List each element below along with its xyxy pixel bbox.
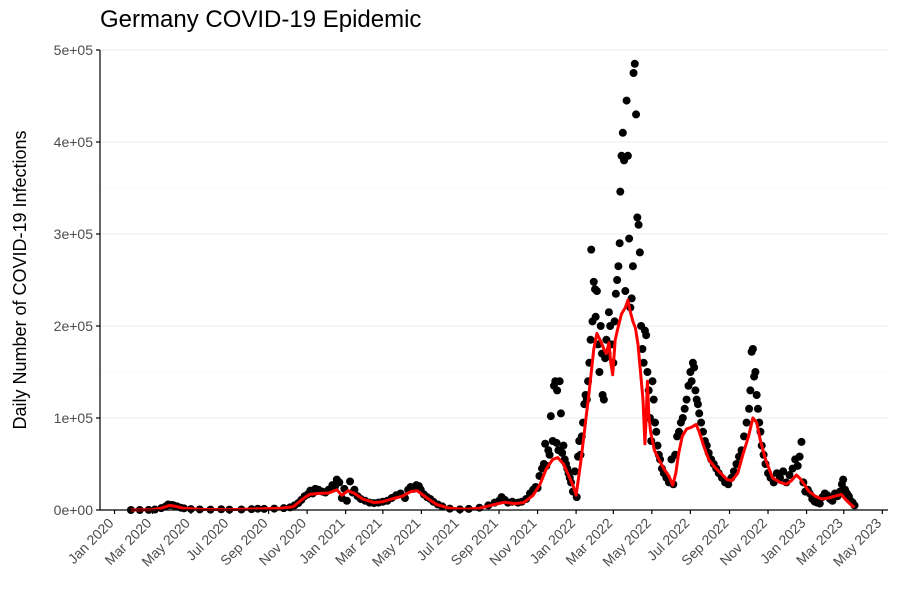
data-point	[342, 496, 351, 505]
data-point	[633, 213, 642, 222]
data-point	[570, 467, 579, 476]
data-point	[642, 331, 651, 340]
data-point	[748, 345, 757, 353]
data-point	[634, 220, 643, 229]
data-point	[604, 308, 613, 317]
data-point	[793, 461, 802, 470]
data-point	[546, 412, 555, 421]
data-point	[627, 294, 636, 303]
data-point	[746, 386, 755, 395]
data-point	[346, 477, 355, 486]
trend-line	[130, 298, 856, 512]
data-point	[596, 322, 605, 330]
data-point	[724, 480, 733, 489]
data-point	[653, 441, 662, 450]
data-point	[630, 59, 639, 68]
chart-title: Germany COVID-19 Epidemic	[100, 6, 422, 33]
data-point	[613, 276, 622, 284]
data-point	[785, 471, 794, 480]
data-point	[614, 262, 623, 271]
data-point	[587, 245, 596, 254]
data-point	[623, 151, 632, 160]
data-point	[552, 438, 561, 447]
data-point	[625, 234, 634, 243]
data-point	[678, 414, 687, 422]
line-layer	[130, 298, 856, 512]
y-tick-label: 3e+05	[54, 226, 94, 242]
data-point	[795, 452, 804, 461]
data-point	[779, 467, 788, 476]
data-point	[751, 368, 760, 376]
points-layer	[126, 59, 859, 514]
data-point	[643, 368, 652, 376]
data-point	[815, 499, 824, 508]
data-point	[553, 386, 562, 395]
data-point	[541, 439, 550, 448]
data-point	[556, 409, 565, 418]
data-point	[595, 368, 604, 376]
data-point	[559, 441, 568, 450]
data-point	[628, 262, 637, 271]
data-point	[690, 363, 699, 372]
y-tick-label: 2e+05	[54, 318, 94, 334]
data-point	[621, 287, 630, 296]
data-point	[649, 395, 658, 404]
data-point	[740, 432, 749, 441]
data-point	[687, 377, 696, 386]
data-point	[591, 312, 600, 321]
data-point	[638, 345, 647, 353]
data-point	[742, 418, 751, 427]
data-point	[586, 335, 595, 344]
data-point	[839, 475, 848, 484]
data-point	[648, 377, 657, 386]
y-axis-title: Daily Number of COVID-19 Infections	[10, 130, 30, 429]
data-point	[635, 248, 644, 257]
data-point	[693, 400, 702, 409]
data-point	[592, 287, 601, 296]
data-point	[680, 404, 689, 413]
data-point	[632, 110, 641, 119]
data-point	[629, 69, 638, 77]
y-tick-label: 1e+05	[54, 410, 94, 426]
data-point	[745, 404, 754, 413]
data-point	[691, 386, 700, 395]
data-point	[618, 128, 627, 137]
y-tick-label: 0e+00	[54, 502, 94, 518]
data-point	[752, 391, 761, 399]
data-point	[335, 478, 344, 487]
data-point	[611, 289, 620, 298]
data-point	[639, 358, 648, 367]
data-point	[651, 418, 660, 427]
data-point	[555, 377, 564, 386]
grid-layer	[100, 49, 888, 465]
data-point	[753, 404, 762, 413]
y-tick-label: 5e+05	[54, 42, 94, 58]
data-point	[695, 409, 704, 418]
data-point	[589, 277, 598, 286]
data-point	[697, 418, 706, 427]
data-point	[545, 450, 554, 459]
data-point	[797, 437, 806, 446]
data-point	[682, 395, 691, 404]
data-point	[652, 427, 661, 436]
y-tick-label: 4e+05	[54, 134, 94, 150]
data-point	[558, 448, 567, 457]
data-point	[610, 317, 619, 326]
data-point	[675, 427, 684, 436]
data-point	[615, 239, 624, 248]
data-point	[616, 187, 625, 196]
data-point	[622, 96, 631, 105]
data-point	[599, 395, 608, 404]
